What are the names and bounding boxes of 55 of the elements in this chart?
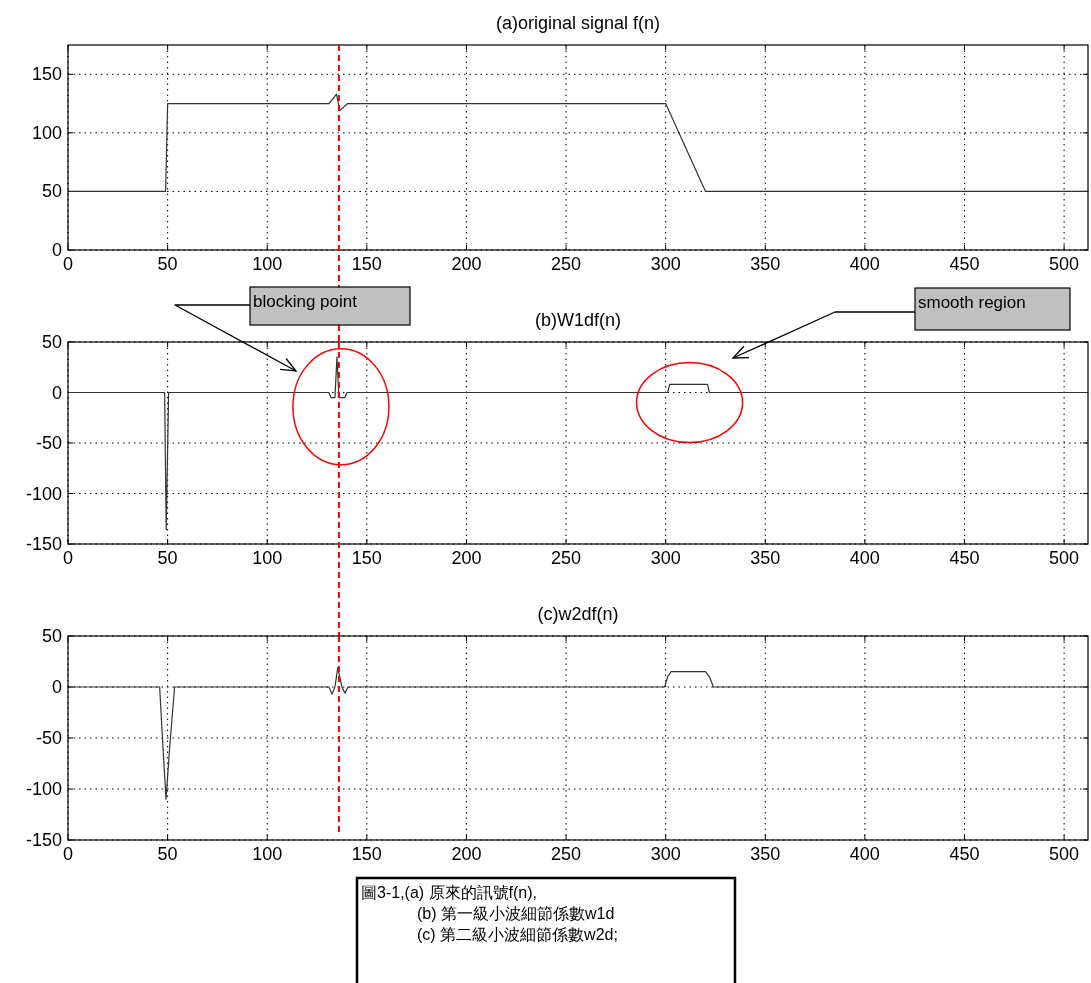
y-tick-label: -100 [25,779,62,799]
text: (c) 第二級小波細節係數w2d; [417,926,618,943]
x-tick-label: 50 [157,254,178,274]
x-tick-label: 400 [849,844,880,864]
x-tick-label: 350 [750,844,781,864]
y-tick-label: 0 [51,382,62,403]
x-tick-label: 50 [157,844,178,864]
x-tick-label: 100 [252,844,283,864]
chart-title: (a)original signal f(n) [495,13,661,33]
y-tick-label: 50 [41,332,62,352]
chart-title: (b)W1df(n) [534,310,622,330]
x-tick-label: 250 [551,254,582,274]
x-tick-label: 50 [157,548,178,568]
x-tick-label: 150 [351,844,382,864]
y-tick-label: 0 [51,677,62,697]
caption: 圖3-1,(a) 原來的訊號f(n), [361,884,538,901]
x-tick-label: 500 [1049,254,1080,274]
x-tick-label: 250 [551,548,582,568]
line-series [67,93,1089,193]
y-tick-label: 150 [31,64,62,85]
x-tick-label: 300 [650,548,681,568]
y-tick-label: 0 [51,240,62,260]
x-tick-label: 250 [551,844,582,864]
y-tick-label: 50 [41,181,62,202]
x-tick-label: 200 [451,844,482,864]
y-tick-label: -50 [35,728,62,748]
text: smooth region [918,293,1026,312]
x-tick-label: 100 [252,254,283,274]
y-tick-label: -50 [35,433,62,453]
y-tick-label: -150 [25,534,62,554]
line-series [67,356,1089,531]
y-tick-label: -100 [25,483,62,504]
x-tick-label: 450 [949,844,980,864]
y-tick-label: -150 [25,830,62,850]
x-tick-label: 150 [351,254,382,274]
x-tick-label: 350 [750,254,781,274]
x-tick-label: 500 [1049,844,1080,864]
x-tick-label: 400 [849,254,880,274]
text: (b) 第一級小波細節係數w1d [417,905,615,922]
x-tick-label: 100 [252,548,283,568]
y-tick-label: 100 [31,122,62,143]
x-tick-label: 450 [949,254,980,274]
line-series [67,667,1089,800]
x-tick-label: 350 [750,548,781,568]
x-tick-label: 500 [1049,548,1080,568]
x-tick-label: 200 [451,548,482,568]
text: blocking point [253,292,358,311]
x-tick-label: 300 [650,254,681,274]
x-tick-label: 300 [650,844,681,864]
x-tick-label: 400 [849,548,880,568]
x-tick-label: 200 [451,254,482,274]
x-tick-label: 450 [949,548,980,568]
x-tick-label: 150 [351,548,382,568]
y-tick-label: 50 [41,626,62,646]
chart-title: (c)w2df(n) [537,604,619,624]
